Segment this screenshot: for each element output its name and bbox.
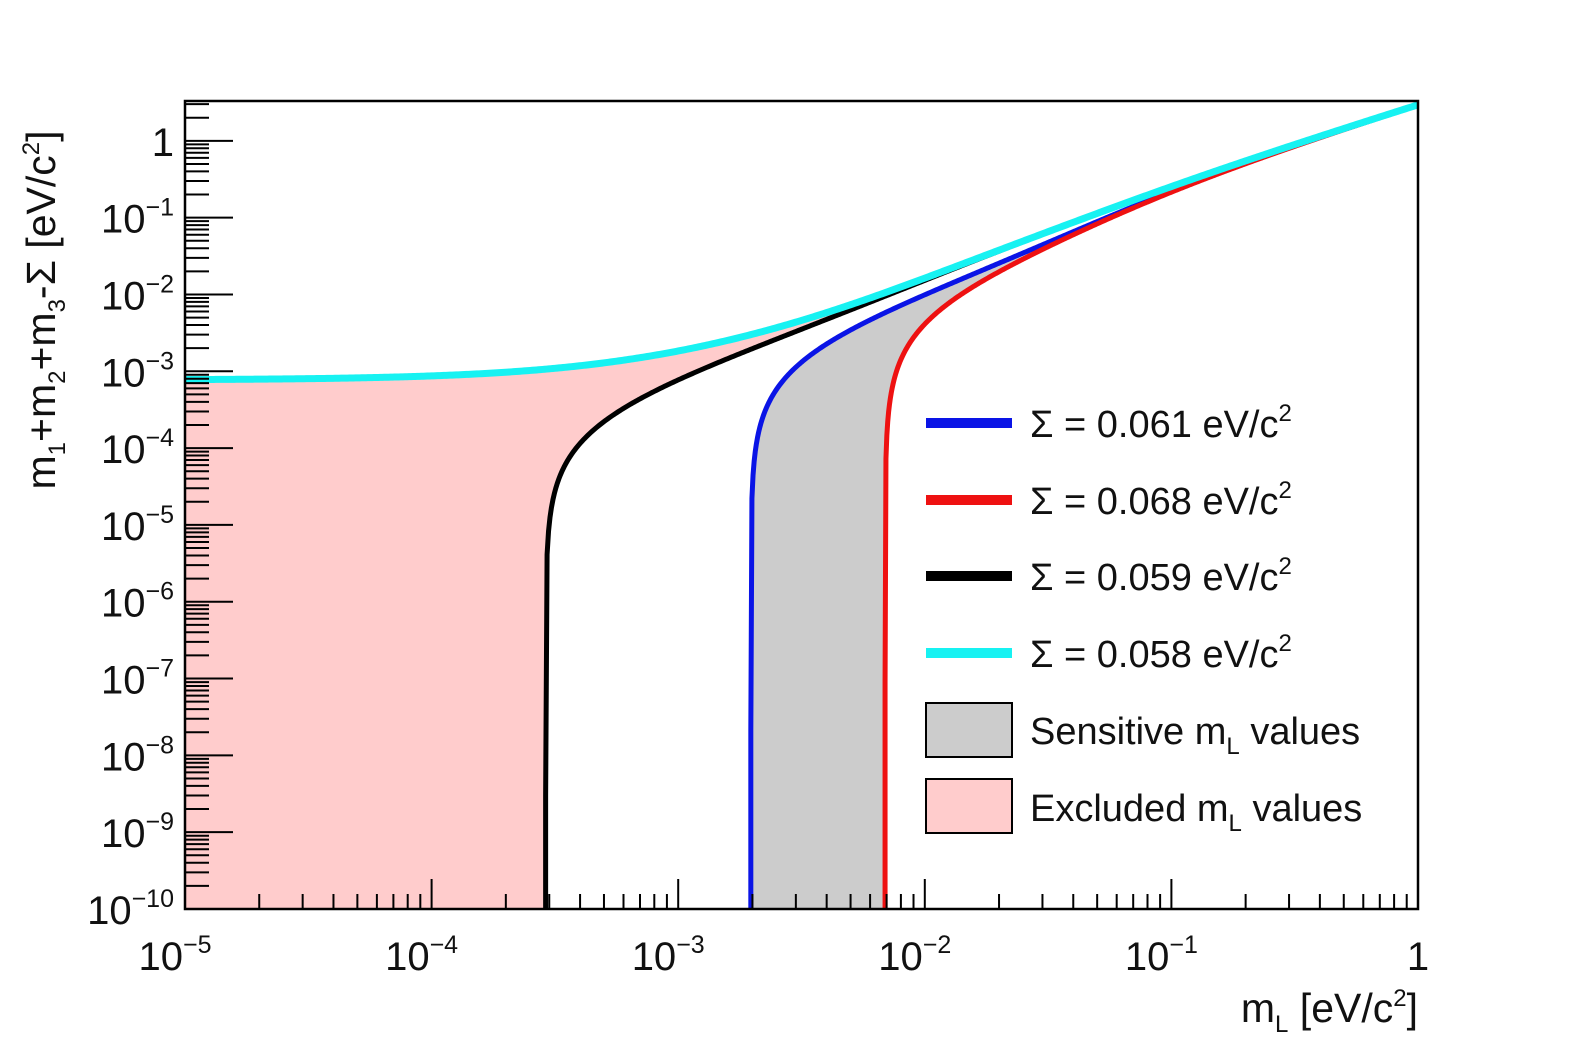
y-tick-label: 10−6 [101, 578, 174, 626]
y-tick-label: 1 [152, 121, 174, 165]
y-tick-label: 10−3 [101, 347, 174, 395]
y-tick-label: 10−7 [101, 655, 174, 703]
y-tick-label: 10−9 [101, 808, 174, 856]
legend-swatch-sensitive [925, 702, 1013, 758]
curves-layer [183, 101, 1420, 909]
x-tick-label: 10−1 [1125, 931, 1198, 979]
y-tick-label: 10−2 [101, 270, 174, 318]
legend-label-excluded: Excluded mL values [1030, 788, 1362, 837]
plot-frame [183, 99, 1420, 911]
legend-label-black: Σ = 0.059 eV/c2 [1030, 553, 1292, 599]
x-tick-label: 1 [1407, 935, 1429, 979]
legend-swatch-excluded [925, 778, 1013, 834]
bands-layer [185, 231, 1074, 909]
x-axis-title: mL [eV/c2] [1241, 985, 1418, 1038]
legend: Σ = 0.061 eV/c2 Σ = 0.068 eV/c2 Σ = 0.05… [925, 400, 1362, 837]
x-tick-label: 10−5 [138, 931, 211, 979]
tick-labels-layer: 10−5 10−4 10−3 10−2 10−1 1 1 10−1 10−2 10−3 10−4 10… [87, 121, 1429, 979]
legend-label-blue: Σ = 0.061 eV/c2 [1030, 400, 1292, 446]
series-line-cyan [183, 101, 1420, 384]
y-tick-label: 10−8 [101, 731, 174, 779]
y-tick-label: 10−10 [87, 885, 174, 933]
x-tick-label: 10−2 [878, 931, 951, 979]
x-tick-label: 10−3 [632, 931, 705, 979]
legend-label-cyan: Σ = 0.058 eV/c2 [1030, 630, 1292, 676]
excluded-band [185, 291, 889, 909]
y-tick-label: 10−4 [101, 424, 174, 472]
y-tick-label: 10−5 [101, 501, 174, 549]
legend-label-red: Σ = 0.068 eV/c2 [1030, 477, 1292, 523]
legend-label-sensitive: Sensitive mL values [1030, 711, 1360, 760]
y-axis-title: m1+m2+m3-Σ [eV/c2] [18, 130, 71, 489]
ticks-layer [184, 103, 1419, 910]
y-tick-label: 10−1 [101, 194, 174, 242]
x-tick-label: 10−4 [385, 931, 458, 979]
sensitive-band [750, 231, 1074, 909]
